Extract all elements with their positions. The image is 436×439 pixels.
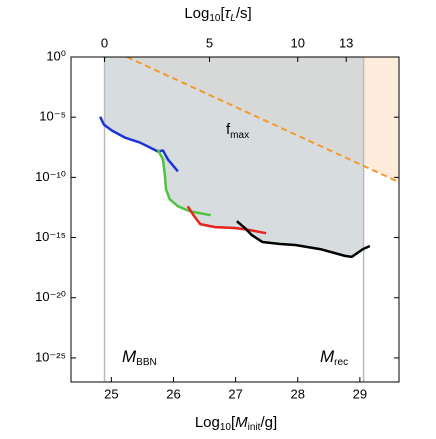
y-tick-label: 10⁻¹⁵ [35, 229, 66, 244]
x2-tick-label: 5 [206, 35, 213, 50]
annotation: fmax [226, 121, 249, 141]
y-tick-label: 10⁻²⁰ [35, 289, 66, 304]
x2-axis-label: Log10[τL/s] [184, 5, 251, 24]
y-tick-label: 10⁻¹⁰ [35, 169, 66, 184]
y-tick-label: 10⁻⁵ [39, 109, 66, 124]
x2-tick-label: 0 [101, 35, 108, 50]
curve [156, 149, 212, 217]
plot-frame [70, 56, 400, 383]
x-tick-label: 27 [228, 386, 242, 401]
x-tick-label: 25 [104, 386, 118, 401]
y-tick-label: 10⁻²⁵ [35, 349, 66, 364]
curve [186, 205, 267, 235]
curve [99, 116, 179, 173]
x-axis-label: Log10[Minit/g] [195, 414, 277, 433]
x2-tick-label: 13 [339, 35, 353, 50]
y-tick-label: 10⁰ [46, 48, 66, 63]
x-tick-label: 29 [353, 386, 367, 401]
vline-label: MBBN [122, 347, 157, 367]
curve [236, 220, 371, 259]
x2-tick-label: 10 [291, 35, 305, 50]
vline-label: Mrec [320, 347, 348, 367]
x-tick-label: 28 [291, 386, 305, 401]
allowed-region [104, 57, 364, 257]
x-tick-label: 26 [166, 386, 180, 401]
